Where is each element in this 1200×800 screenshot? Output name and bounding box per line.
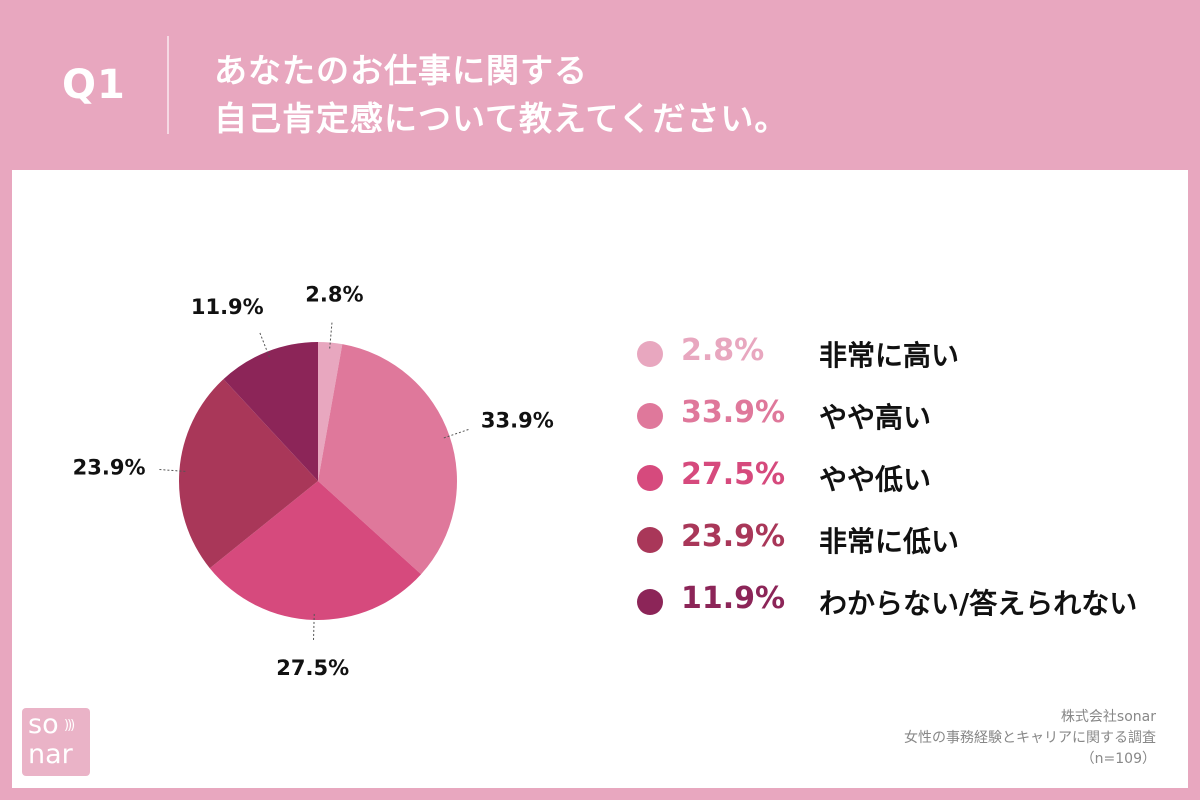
pie-leader-line <box>157 468 186 472</box>
sonar-logo: so ))) nar <box>22 708 90 776</box>
pie-chart: 2.8% 33.9% 27.5% 23.9% 11.9% <box>73 283 554 680</box>
pie-leader-line <box>443 428 471 439</box>
logo-text-top: so <box>28 709 59 740</box>
source-sample: （n=109） <box>1080 751 1156 767</box>
header-divider <box>167 36 169 134</box>
pie-slice-label: 2.8% <box>305 283 363 307</box>
legend-label: やや高い <box>819 401 932 434</box>
legend-percent: 23.9% <box>681 519 786 554</box>
pie-slice-label: 23.9% <box>73 455 146 479</box>
legend-dot-icon <box>637 403 663 429</box>
legend-dot-icon <box>637 341 663 367</box>
chart-panel: 2.8% 33.9% 27.5% 23.9% 11.9% 2.8% 非常に高い 33.9% や… <box>12 170 1188 788</box>
legend-percent: 2.8% <box>681 333 765 368</box>
legend-dot-icon <box>637 527 663 553</box>
question-title-line1: あなたのお仕事に関する <box>214 51 588 90</box>
question-title-line2: 自己肯定感について教えてください。 <box>214 99 789 138</box>
legend-label: わからない/答えられない <box>819 587 1138 620</box>
logo-waves-icon: ))) <box>64 718 75 733</box>
pie-leader-line <box>312 613 315 642</box>
legend-percent: 11.9% <box>681 581 786 616</box>
legend-percent: 33.9% <box>681 395 786 430</box>
source-note: 株式会社sonar 女性の事務経験とキャリアに関する調査 （n=109） <box>904 707 1156 770</box>
legend-dot-icon <box>637 465 663 491</box>
pie-slice <box>209 481 422 620</box>
source-company: 株式会社sonar <box>1060 709 1156 725</box>
pie-leader-line <box>258 330 270 358</box>
pie-leader-line <box>329 320 333 349</box>
question-number: Q1 <box>62 62 126 108</box>
legend-percent: 27.5% <box>681 457 786 492</box>
legend-label: 非常に低い <box>819 525 960 558</box>
logo-text-bottom: nar <box>28 739 73 770</box>
header: Q1 あなたのお仕事に関する 自己肯定感について教えてください。 <box>0 0 1200 170</box>
pie-slice-label: 11.9% <box>191 295 264 319</box>
source-survey: 女性の事務経験とキャリアに関する調査 <box>904 730 1156 746</box>
pie-slice-label: 33.9% <box>481 408 554 432</box>
pie-slice-label: 27.5% <box>276 656 349 680</box>
pie-slice <box>179 379 318 569</box>
pie-slice <box>318 344 458 575</box>
legend-label: やや低い <box>819 463 932 496</box>
pie-slice <box>223 342 318 481</box>
pie-slice <box>318 342 343 481</box>
legend-label: 非常に高い <box>819 339 960 372</box>
legend-dot-icon <box>637 589 663 615</box>
